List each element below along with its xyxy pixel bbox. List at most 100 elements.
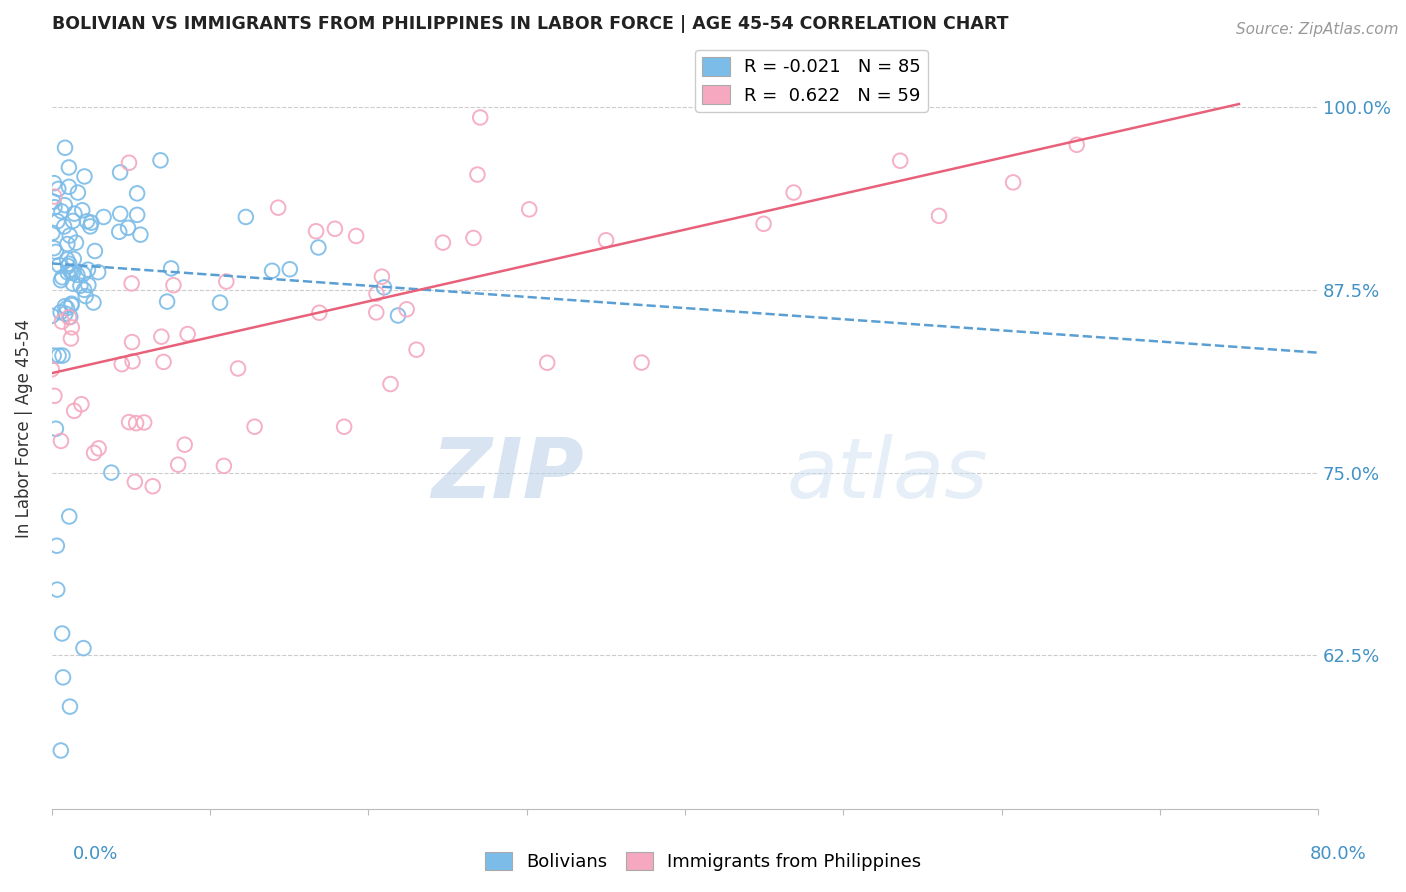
Point <box>79 219 101 234</box>
Point <box>262 264 284 278</box>
Point <box>380 377 402 392</box>
Point <box>58 161 80 175</box>
Point <box>235 210 257 224</box>
Point <box>56 237 79 252</box>
Point <box>58 509 80 524</box>
Point <box>53 299 76 313</box>
Point <box>467 168 489 182</box>
Point <box>127 208 149 222</box>
Point <box>110 207 132 221</box>
Point <box>72 267 94 281</box>
Point <box>46 182 69 196</box>
Point <box>278 262 301 277</box>
Point <box>87 265 110 279</box>
Point <box>58 179 80 194</box>
Point <box>752 217 775 231</box>
Point <box>58 310 80 325</box>
Point <box>111 357 134 371</box>
Point <box>83 244 105 258</box>
Point <box>51 626 73 640</box>
Y-axis label: In Labor Force | Age 45-54: In Labor Force | Age 45-54 <box>15 319 32 538</box>
Point <box>108 165 131 179</box>
Point <box>108 225 131 239</box>
Point <box>49 305 72 319</box>
Point <box>323 221 346 235</box>
Point <box>129 227 152 242</box>
Point <box>72 641 94 656</box>
Point <box>56 301 79 315</box>
Point <box>93 210 115 224</box>
Point <box>56 259 79 273</box>
Point <box>59 699 82 714</box>
Point <box>48 349 70 363</box>
Point <box>630 355 652 369</box>
Point <box>60 296 83 310</box>
Point <box>46 582 69 597</box>
Point <box>73 169 96 184</box>
Point <box>82 295 104 310</box>
Point <box>344 229 367 244</box>
Point <box>60 298 83 312</box>
Point <box>56 252 79 267</box>
Point <box>463 231 485 245</box>
Point <box>87 442 110 456</box>
Point <box>56 265 79 279</box>
Point <box>44 200 66 214</box>
Point <box>121 354 143 368</box>
Point <box>215 275 238 289</box>
Text: 80.0%: 80.0% <box>1310 845 1367 863</box>
Point <box>73 283 96 297</box>
Point <box>70 397 93 411</box>
Point <box>125 416 148 430</box>
Point <box>51 349 73 363</box>
Point <box>117 220 139 235</box>
Point <box>55 307 77 321</box>
Point <box>118 155 141 169</box>
Point <box>150 329 173 343</box>
Point <box>42 241 65 255</box>
Point <box>63 206 86 220</box>
Point <box>45 244 67 259</box>
Point <box>44 389 66 403</box>
Point <box>176 327 198 342</box>
Point <box>162 278 184 293</box>
Point <box>77 262 100 277</box>
Point <box>1002 175 1025 189</box>
Legend: R = -0.021   N = 85, R =  0.622   N = 59: R = -0.021 N = 85, R = 0.622 N = 59 <box>695 50 928 112</box>
Point <box>595 233 617 247</box>
Point <box>41 309 63 323</box>
Legend: Bolivians, Immigrants from Philippines: Bolivians, Immigrants from Philippines <box>478 845 928 879</box>
Point <box>51 315 73 329</box>
Point <box>59 265 82 279</box>
Point <box>75 289 97 303</box>
Point <box>371 269 394 284</box>
Point <box>42 176 65 190</box>
Point <box>121 334 143 349</box>
Text: ZIP: ZIP <box>432 434 583 515</box>
Point <box>49 743 72 757</box>
Point <box>59 228 82 243</box>
Point <box>65 235 87 250</box>
Point <box>53 141 76 155</box>
Point <box>782 186 804 200</box>
Point <box>44 189 66 203</box>
Point <box>156 294 179 309</box>
Point <box>49 434 72 448</box>
Point <box>333 419 356 434</box>
Point <box>127 186 149 201</box>
Point <box>366 286 388 301</box>
Point <box>69 278 91 293</box>
Point <box>63 404 86 418</box>
Point <box>45 422 67 436</box>
Point <box>60 320 83 334</box>
Point <box>118 415 141 429</box>
Point <box>53 219 76 234</box>
Point <box>173 438 195 452</box>
Point <box>167 458 190 472</box>
Point <box>366 305 388 319</box>
Point <box>41 226 63 240</box>
Point <box>58 257 80 271</box>
Point <box>134 416 156 430</box>
Point <box>52 670 75 684</box>
Point <box>72 203 94 218</box>
